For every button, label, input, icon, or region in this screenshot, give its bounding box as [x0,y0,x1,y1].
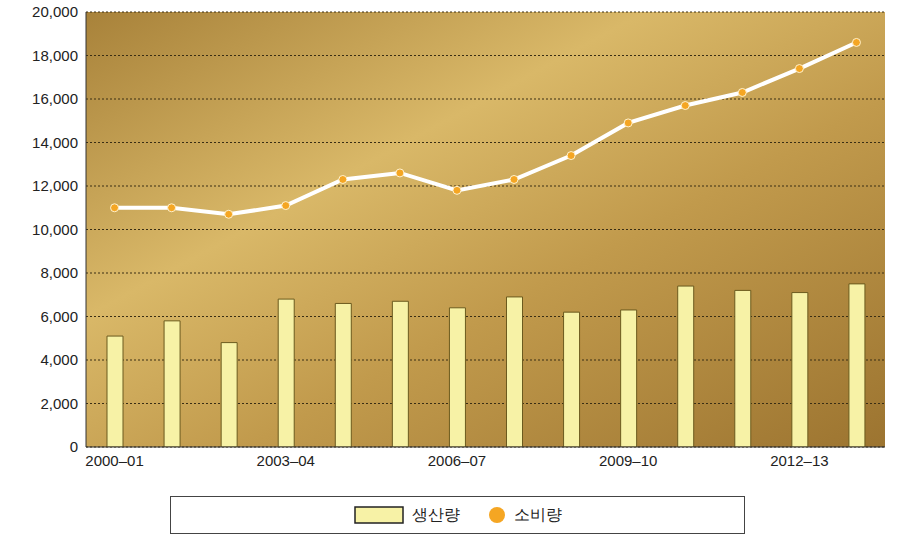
svg-text:6,000: 6,000 [40,308,78,325]
svg-text:2000–01: 2000–01 [85,452,143,469]
svg-text:14,000: 14,000 [32,134,78,151]
svg-text:16,000: 16,000 [32,90,78,107]
svg-text:4,000: 4,000 [40,351,78,368]
svg-text:2003–04: 2003–04 [257,452,315,469]
svg-text:0: 0 [70,438,78,455]
svg-text:10,000: 10,000 [32,221,78,238]
svg-text:12,000: 12,000 [32,177,78,194]
html-text:소비량: 소비량 [513,505,562,523]
svg-text:2012–13: 2012–13 [770,452,828,469]
svg-text:8,000: 8,000 [40,264,78,281]
svg-text:2006–07: 2006–07 [428,452,486,469]
svg-text:2009–10: 2009–10 [599,452,657,469]
svg-text:18,000: 18,000 [32,47,78,64]
svg-text:20,000: 20,000 [32,3,78,20]
html-text:생산량: 생산량 [411,505,460,523]
svg-text:2,000: 2,000 [40,395,78,412]
